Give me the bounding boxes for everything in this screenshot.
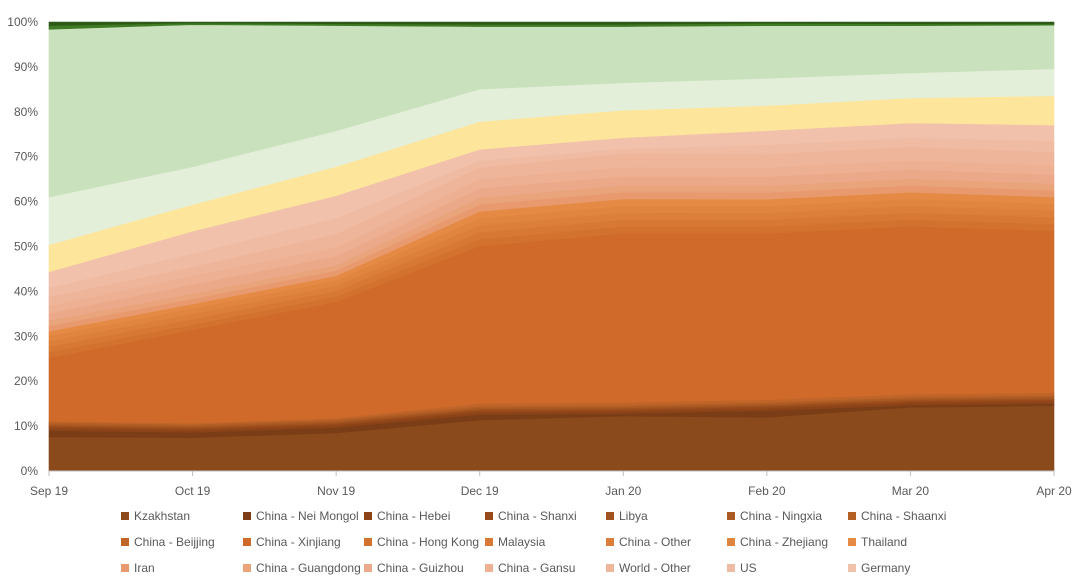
legend: Kzakhstan China - Nei Mongol China - Hebei… bbox=[121, 509, 946, 575]
legend-swatch bbox=[727, 512, 735, 520]
y-tick-label: 90% bbox=[14, 60, 38, 74]
y-tick-label: 30% bbox=[14, 329, 38, 343]
legend-swatch bbox=[485, 538, 493, 546]
legend-item-china-shaanxi: China - Shaanxi bbox=[848, 509, 946, 523]
legend-item-malaysia: Malaysia bbox=[485, 535, 546, 549]
y-tick-label: 40% bbox=[14, 284, 38, 298]
x-tick-label: Feb 20 bbox=[748, 484, 786, 498]
legend-swatch bbox=[243, 538, 251, 546]
legend-item-us: US bbox=[727, 561, 757, 575]
legend-label: China - Gansu bbox=[498, 561, 575, 575]
legend-label: China - Guizhou bbox=[377, 561, 464, 575]
y-tick-label: 80% bbox=[14, 105, 38, 119]
legend-item-china-guizhou: China - Guizhou bbox=[364, 561, 464, 575]
y-tick-label: 10% bbox=[14, 419, 38, 433]
legend-item-germany: Germany bbox=[848, 561, 910, 575]
legend-label: China - Hong Kong bbox=[377, 535, 479, 549]
area-series-26-unlabeled bbox=[48, 21, 1055, 26]
legend-swatch bbox=[485, 512, 493, 520]
legend-swatch bbox=[243, 512, 251, 520]
legend-item-china-beijjing: China - Beijjing bbox=[121, 535, 215, 549]
y-tick-label: 60% bbox=[14, 195, 38, 209]
legend-swatch bbox=[485, 564, 493, 572]
legend-label: China - Zhejiang bbox=[740, 535, 828, 549]
legend-item-china-xinjiang: China - Xinjiang bbox=[243, 535, 341, 549]
legend-swatch bbox=[606, 512, 614, 520]
legend-item-china-gansu: China - Gansu bbox=[485, 561, 575, 575]
y-tick-label: 20% bbox=[14, 374, 38, 388]
legend-swatch bbox=[243, 564, 251, 572]
legend-label: Iran bbox=[134, 561, 155, 575]
x-tick-label: Sep 19 bbox=[30, 484, 68, 498]
legend-label: Germany bbox=[861, 561, 910, 575]
y-tick-label: 50% bbox=[14, 240, 38, 254]
legend-swatch bbox=[848, 564, 856, 572]
legend-item-iran: Iran bbox=[121, 561, 155, 575]
legend-item-china-hong-kong: China - Hong Kong bbox=[364, 535, 479, 549]
legend-label: Kzakhstan bbox=[134, 509, 190, 523]
legend-item-world-other: World - Other bbox=[606, 561, 691, 575]
legend-item-china-guangdong: China - Guangdong bbox=[243, 561, 361, 575]
legend-label: China - Shanxi bbox=[498, 509, 577, 523]
legend-label: China - Beijjing bbox=[134, 535, 215, 549]
legend-item-china-hebei: China - Hebei bbox=[364, 509, 450, 523]
y-tick-label: 0% bbox=[21, 464, 39, 478]
legend-item-china-shanxi: China - Shanxi bbox=[485, 509, 577, 523]
legend-swatch bbox=[848, 512, 856, 520]
legend-label: Thailand bbox=[861, 535, 907, 549]
legend-label: Malaysia bbox=[498, 535, 546, 549]
legend-swatch bbox=[727, 538, 735, 546]
legend-swatch bbox=[121, 512, 129, 520]
x-tick-label: Mar 20 bbox=[892, 484, 930, 498]
legend-swatch bbox=[364, 512, 372, 520]
legend-label: Libya bbox=[619, 509, 648, 523]
areas-layer bbox=[48, 21, 1055, 472]
legend-label: China - Hebei bbox=[377, 509, 450, 523]
y-tick-label: 70% bbox=[14, 150, 38, 164]
legend-swatch bbox=[727, 564, 735, 572]
legend-swatch bbox=[121, 564, 129, 572]
legend-label: China - Shaanxi bbox=[861, 509, 946, 523]
legend-label: World - Other bbox=[619, 561, 691, 575]
legend-item-china-other: China - Other bbox=[606, 535, 691, 549]
legend-swatch bbox=[606, 564, 614, 572]
x-tick-label: Nov 19 bbox=[317, 484, 355, 498]
legend-swatch bbox=[121, 538, 129, 546]
legend-item-thailand: Thailand bbox=[848, 535, 907, 549]
legend-item-china-zhejiang: China - Zhejiang bbox=[727, 535, 828, 549]
y-tick-label: 100% bbox=[7, 15, 38, 29]
legend-swatch bbox=[606, 538, 614, 546]
legend-swatch bbox=[848, 538, 856, 546]
legend-item-china-ningxia: China - Ningxia bbox=[727, 509, 822, 523]
legend-item-china-nei-mongol: China - Nei Mongol bbox=[243, 509, 359, 523]
legend-item-libya: Libya bbox=[606, 509, 648, 523]
legend-item-kzakhstan: Kzakhstan bbox=[121, 509, 190, 523]
legend-label: China - Other bbox=[619, 535, 691, 549]
x-tick-label: Jan 20 bbox=[605, 484, 641, 498]
legend-label: China - Nei Mongol bbox=[256, 509, 359, 523]
legend-swatch bbox=[364, 538, 372, 546]
x-tick-label: Oct 19 bbox=[175, 484, 211, 498]
x-tick-label: Apr 20 bbox=[1036, 484, 1072, 498]
legend-label: China - Ningxia bbox=[740, 509, 822, 523]
legend-swatch bbox=[364, 564, 372, 572]
legend-label: China - Xinjiang bbox=[256, 535, 341, 549]
legend-label: China - Guangdong bbox=[256, 561, 361, 575]
x-tick-label: Dec 19 bbox=[461, 484, 499, 498]
legend-label: US bbox=[740, 561, 757, 575]
axes: 0% 10% 20% 30% 40% 50% 60% 70% 80% 90% 100% Sep 19 O… bbox=[7, 15, 1072, 498]
